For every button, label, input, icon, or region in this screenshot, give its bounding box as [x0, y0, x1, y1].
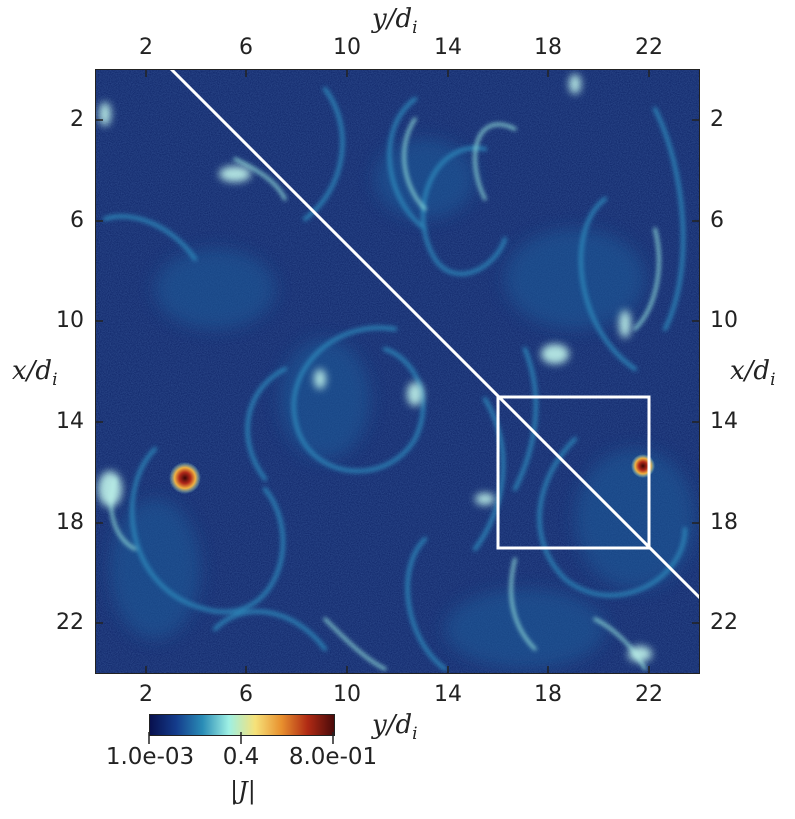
left-tick-6: 6: [70, 208, 84, 233]
left-axis-label: x/di: [12, 358, 58, 393]
bottom-axis-label-sub: i: [412, 724, 418, 745]
bottom-tick-22: 22: [635, 682, 663, 707]
right-tick-10: 10: [710, 308, 738, 333]
top-tick-10: 10: [333, 35, 361, 60]
plot-frame: [95, 69, 700, 674]
right-tick-22: 22: [710, 610, 738, 635]
right-tick-6: 6: [710, 208, 724, 233]
right-tick-2: 2: [710, 107, 724, 132]
colorbar-tick-max: 8.0e-01: [288, 744, 378, 770]
top-axis-label-sub: i: [412, 18, 418, 39]
bottom-axis-label: y/di: [372, 712, 418, 747]
right-tick-14: 14: [710, 409, 738, 434]
bottom-tick-2: 2: [139, 682, 153, 707]
top-tick-22: 22: [635, 35, 663, 60]
top-tick-2: 2: [139, 35, 153, 60]
left-axis-label-sub: i: [52, 370, 58, 391]
colorbar-label: |J|: [230, 777, 256, 805]
top-tick-6: 6: [239, 35, 253, 60]
left-axis-label-main: x/d: [12, 356, 53, 386]
top-tick-18: 18: [534, 35, 562, 60]
field-bright-spots: [98, 74, 652, 662]
top-axis-label-main: y/d: [372, 4, 413, 34]
bottom-tick-14: 14: [434, 682, 462, 707]
diagonal-line: [169, 69, 700, 600]
bottom-tick-6: 6: [239, 682, 253, 707]
top-axis-label: y/di: [372, 6, 418, 41]
inset-box: [496, 395, 651, 550]
top-tick-14: 14: [434, 35, 462, 60]
colorbar-tick-mid: 0.4: [222, 744, 260, 770]
current-density-plot: [95, 69, 700, 674]
colorbar-gradient: [149, 714, 335, 736]
bottom-tick-18: 18: [534, 682, 562, 707]
right-tick-18: 18: [710, 510, 738, 535]
vortex-core-right: [631, 454, 655, 478]
left-tick-22: 22: [56, 610, 84, 635]
vortex-core-left: [169, 462, 201, 494]
field-structures-dim: [110, 139, 695, 669]
left-tick-14: 14: [56, 409, 84, 434]
colorbar-tick-min: 1.0e-03: [105, 744, 195, 770]
right-axis-label-sub: i: [770, 370, 776, 391]
bottom-tick-10: 10: [333, 682, 361, 707]
plot-tick-marks: [95, 69, 700, 674]
left-tick-18: 18: [56, 510, 84, 535]
right-axis-label: x/di: [730, 358, 776, 393]
colorbar-ticks: [148, 732, 334, 744]
left-tick-10: 10: [56, 308, 84, 333]
left-tick-2: 2: [70, 107, 84, 132]
field-filaments: [103, 87, 687, 671]
right-axis-label-main: x/d: [730, 356, 771, 386]
bottom-axis-label-main: y/d: [372, 710, 413, 740]
